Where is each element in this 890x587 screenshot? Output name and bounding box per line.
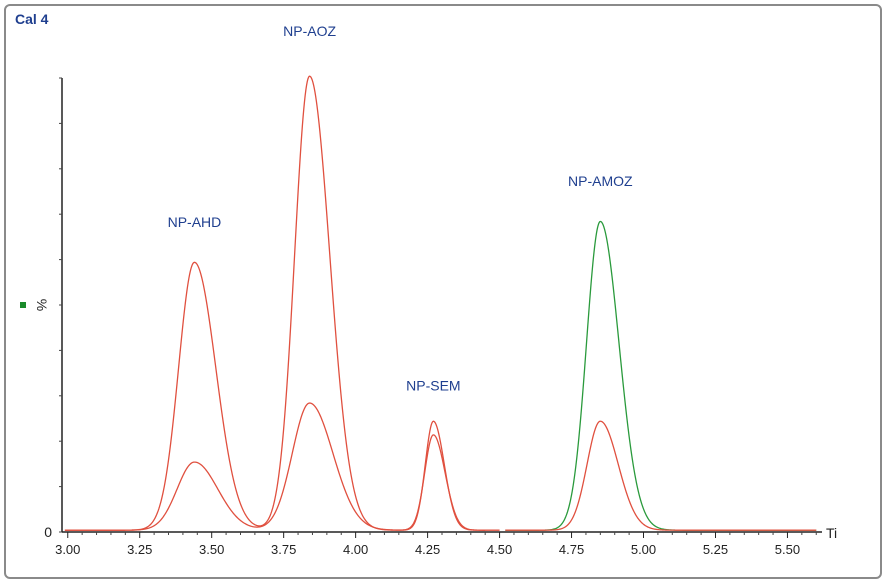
- x-tick-label: 3.25: [127, 542, 152, 557]
- y-zero-label: 0: [44, 524, 52, 540]
- x-tick-label: 4.50: [487, 542, 512, 557]
- x-tick-label: 3.50: [199, 542, 224, 557]
- trace-secondary-red: [64, 402, 500, 531]
- axes: 3.00 3.25 3.50 3.75 4.00 4.25 4.50 4.75 5.00 5.25…: [20, 77, 837, 557]
- x-tick-label: 4.00: [343, 542, 368, 557]
- trace-color-marker: [20, 302, 26, 308]
- x-tick-label: 4.75: [559, 542, 584, 557]
- trace-amoz-green: [505, 220, 817, 531]
- chart-frame: [4, 4, 882, 579]
- x-tick-label: 4.25: [415, 542, 440, 557]
- x-tick-label: 5.00: [631, 542, 656, 557]
- peak-labels: NP-AHD NP-AOZ NP-SEM NP-AMOZ: [168, 23, 633, 393]
- x-tick-label: 5.50: [775, 542, 800, 557]
- x-axis-label: Ti: [826, 525, 837, 541]
- x-tick-label: 5.25: [703, 542, 728, 557]
- y-axis-label: %: [34, 299, 50, 311]
- traces: [64, 75, 817, 531]
- x-tick-label: 3.00: [55, 542, 80, 557]
- x-tick-label: 3.75: [271, 542, 296, 557]
- peak-label-np-amoz: NP-AMOZ: [568, 173, 633, 189]
- trace-amoz-red: [505, 420, 817, 531]
- chart-title: Cal 4: [15, 11, 49, 27]
- peak-label-np-aoz: NP-AOZ: [283, 23, 336, 39]
- trace-primary-red: [64, 75, 486, 531]
- peak-label-np-sem: NP-SEM: [406, 377, 460, 393]
- peak-label-np-ahd: NP-AHD: [168, 214, 222, 230]
